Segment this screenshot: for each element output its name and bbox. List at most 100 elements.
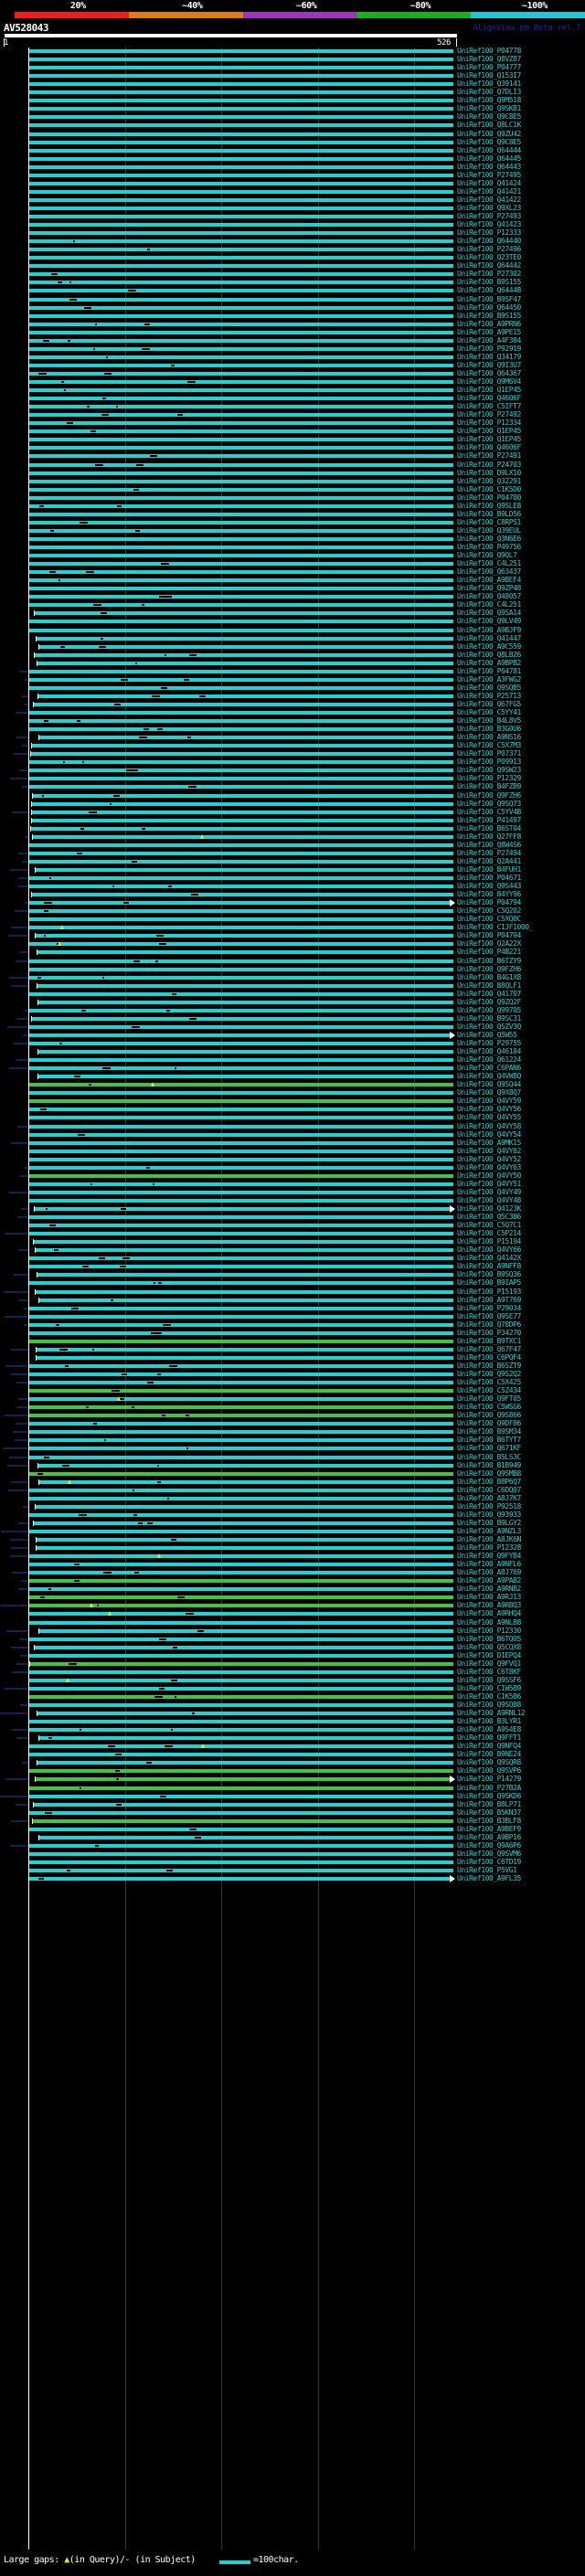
hit-id-label[interactable]: UniRef100_P41497 <box>457 815 521 824</box>
alignment-row[interactable]: UniRef100_C5WSG6 <box>0 1403 585 1412</box>
alignment-row[interactable]: UniRef100_Q78DP6 <box>0 1320 585 1330</box>
alignment-row[interactable]: UniRef100_P04794 <box>0 898 585 907</box>
alignment-row[interactable]: UniRef100_P41497 <box>0 815 585 825</box>
alignment-row[interactable]: UniRef100_A9NFL6 <box>0 1560 585 1569</box>
alignment-row[interactable]: UniRef100_Q9FZH6 <box>0 790 585 800</box>
hit-id-label[interactable]: UniRef100_Q4VY48 <box>457 1195 521 1204</box>
hit-id-label[interactable]: UniRef100_B8QLF1 <box>457 981 521 990</box>
hit-id-label[interactable]: UniRef100_Q9SQ73 <box>457 799 521 808</box>
alignment-row[interactable]: UniRef100_B9TXC1 <box>0 1336 585 1346</box>
alignment-row[interactable]: UniRef100_B9S155 <box>0 278 585 287</box>
alignment-row[interactable]: UniRef100_B6ST04 <box>0 823 585 833</box>
hit-id-label[interactable]: UniRef100_Q46184 <box>457 1047 521 1056</box>
alignment-row[interactable]: UniRef100_P27491 <box>0 451 585 461</box>
hit-id-label[interactable]: UniRef100_C1W5B9 <box>457 1683 521 1692</box>
hit-id-label[interactable]: UniRef100_Q2A22X <box>457 939 521 949</box>
hit-id-label[interactable]: UniRef100_P27492 <box>457 410 521 419</box>
hit-id-label[interactable]: UniRef100_A8J7K7 <box>457 1493 521 1502</box>
hit-id-label[interactable]: UniRef100_Q9FT05 <box>457 1394 521 1404</box>
alignment-row[interactable]: UniRef100_Q4VW8Q <box>0 1072 585 1081</box>
hit-id-label[interactable]: UniRef100_Q9C8E5 <box>457 112 521 122</box>
hit-id-label[interactable]: UniRef100_Q8VZ87 <box>457 55 521 64</box>
hit-id-label[interactable]: UniRef100_B9SF47 <box>457 294 521 303</box>
alignment-row[interactable]: UniRef100_A9NZL3 <box>0 1527 585 1536</box>
hit-id-label[interactable]: UniRef100_Q9SQ44 <box>457 1080 521 1089</box>
hit-id-label[interactable]: UniRef100_Q9FZH6 <box>457 790 521 800</box>
alignment-row[interactable]: UniRef100_B6SZT9 <box>0 1362 585 1371</box>
hit-id-label[interactable]: UniRef100_B9S155 <box>457 311 521 320</box>
hit-id-label[interactable]: UniRef100_Q9A6P6 <box>457 1840 521 1850</box>
hit-id-label[interactable]: UniRef100_C5YY41 <box>457 708 521 716</box>
hit-id-label[interactable]: UniRef100_C6TD19 <box>457 1857 521 1866</box>
alignment-row[interactable]: UniRef100_A9NFF8 <box>0 1262 585 1271</box>
hit-id-label[interactable]: UniRef100_Q64450 <box>457 302 521 312</box>
alignment-row[interactable]: UniRef100_A9FL35 <box>0 1874 585 1883</box>
hit-id-label[interactable]: UniRef100_B1B949 <box>457 1460 521 1469</box>
alignment-row[interactable]: UniRef100_Q64442 <box>0 261 585 270</box>
hit-id-label[interactable]: UniRef100_Q1EP45 <box>457 386 521 395</box>
hit-id-label[interactable]: UniRef100_P04778 <box>457 47 521 55</box>
hit-id-label[interactable]: UniRef100_C8RPS1 <box>457 517 521 526</box>
hit-id-label[interactable]: UniRef100_A9MK15 <box>457 1138 521 1147</box>
alignment-row[interactable]: UniRef100_Q9LV49 <box>0 617 585 626</box>
alignment-row[interactable]: UniRef100_Q9SKD6 <box>0 1792 585 1801</box>
hit-id-label[interactable]: UniRef100_Q9S2Q2 <box>457 1370 521 1378</box>
alignment-row[interactable]: UniRef100_A9BEF9 <box>0 1825 585 1834</box>
hit-id-label[interactable]: UniRef100_P12333 <box>457 228 521 238</box>
hit-id-label[interactable]: UniRef100_Q61224 <box>457 1055 521 1065</box>
hit-id-label[interactable]: UniRef100_C5Q7C1 <box>457 1221 521 1230</box>
alignment-row[interactable]: UniRef100_B9SF47 <box>0 294 585 304</box>
alignment-row[interactable]: UniRef100_B9LGY2 <box>0 1518 585 1528</box>
hit-id-label[interactable]: UniRef100_B9TXC1 <box>457 1336 521 1345</box>
alignment-row[interactable]: UniRef100_P04780 <box>0 493 585 503</box>
alignment-row[interactable]: UniRef100_Q41424 <box>0 178 585 188</box>
hit-id-label[interactable]: UniRef100_A4F384 <box>457 335 521 345</box>
hit-id-label[interactable]: UniRef100_P09913 <box>457 758 521 767</box>
hit-id-label[interactable]: UniRef100_Q64440 <box>457 237 521 246</box>
hit-id-label[interactable]: UniRef100_Q9I3U7 <box>457 360 521 369</box>
hit-id-label[interactable]: UniRef100_Q9SVP6 <box>457 1766 521 1776</box>
alignment-row[interactable]: UniRef100_C1JF1000_ <box>0 923 585 932</box>
hit-id-label[interactable]: UniRef100_C5IFT7 <box>457 402 521 411</box>
hit-id-label[interactable]: UniRef100_P14279 <box>457 1775 521 1784</box>
alignment-row[interactable]: UniRef100_Q1EP45 <box>0 435 585 444</box>
hit-id-label[interactable]: UniRef100_P27495 <box>457 170 521 179</box>
hit-id-label[interactable]: UniRef100_B6ST04 <box>457 823 521 832</box>
hit-id-label[interactable]: UniRef100_P04794 <box>457 931 521 940</box>
alignment-row[interactable]: UniRef100_P27B2A <box>0 1784 585 1793</box>
alignment-row[interactable]: UniRef100_P12334 <box>0 419 585 428</box>
alignment-row[interactable]: UniRef100_Q9S2Q2 <box>0 1370 585 1379</box>
hit-id-label[interactable]: UniRef100_Q41422 <box>457 195 521 204</box>
alignment-row[interactable]: UniRef100_P27493 <box>0 212 585 221</box>
hit-id-label[interactable]: UniRef100_P27491 <box>457 451 521 461</box>
hit-id-label[interactable]: UniRef100_P04781 <box>457 666 521 675</box>
hit-id-label[interactable]: UniRef100_Q99705 <box>457 1005 521 1014</box>
alignment-row[interactable]: UniRef100_B9SQ36 <box>0 1270 585 1279</box>
alignment-row[interactable]: UniRef100_A9MK15 <box>0 1138 585 1148</box>
alignment-row[interactable]: UniRef100_Q5W55 <box>0 1031 585 1040</box>
alignment-row[interactable]: UniRef100_B4FZB9 <box>0 782 585 791</box>
hit-id-label[interactable]: UniRef100_A9NLB8 <box>457 1617 521 1627</box>
hit-id-label[interactable]: UniRef100_A9PRN6 <box>457 319 521 328</box>
hit-id-label[interactable]: UniRef100_Q671KF <box>457 1444 521 1453</box>
alignment-row[interactable]: UniRef100_A9BP16 <box>0 1833 585 1842</box>
alignment-row[interactable]: UniRef100_A8J7K7 <box>0 1493 585 1503</box>
alignment-row[interactable]: UniRef100_B1B949 <box>0 1460 585 1470</box>
hit-id-label[interactable]: UniRef100_B6SZT9 <box>457 1361 521 1370</box>
alignment-row[interactable]: UniRef100_C5P214 <box>0 1229 585 1238</box>
alignment-row[interactable]: UniRef100_Q4123K <box>0 1204 585 1214</box>
alignment-row[interactable]: UniRef100_B9SM34 <box>0 1427 585 1436</box>
hit-id-label[interactable]: UniRef100_C4L251 <box>457 559 521 568</box>
hit-id-label[interactable]: UniRef100_B4FUH1 <box>457 864 521 874</box>
alignment-row[interactable]: UniRef100_Q4606F <box>0 443 585 452</box>
hit-id-label[interactable]: UniRef100_Q9S866 <box>457 1411 521 1420</box>
hit-id-label[interactable]: UniRef100_B9LGY2 <box>457 1518 521 1527</box>
alignment-row[interactable]: UniRef100_C5IFT7 <box>0 402 585 411</box>
hit-id-label[interactable]: UniRef100_Q41424 <box>457 178 521 187</box>
hit-id-label[interactable]: UniRef100_A9FL35 <box>457 1874 521 1883</box>
hit-id-label[interactable]: UniRef100_P07371 <box>457 749 521 758</box>
alignment-row[interactable]: UniRef100_A9T769 <box>0 1296 585 1305</box>
hit-id-label[interactable]: UniRef100_Q4VY59 <box>457 1097 521 1106</box>
alignment-row[interactable]: UniRef100_P04781 <box>0 666 585 676</box>
alignment-row[interactable]: UniRef100_Q9DF86 <box>0 1419 585 1428</box>
